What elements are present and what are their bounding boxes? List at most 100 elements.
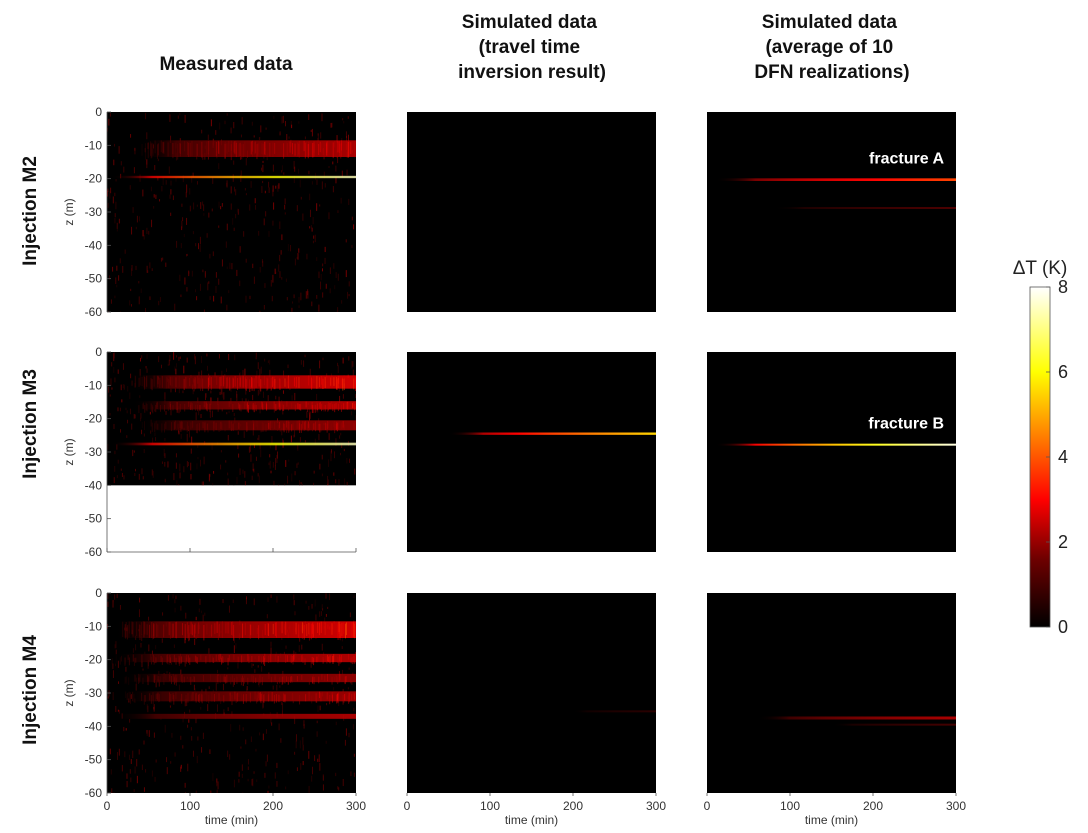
noise-speck [300, 292, 302, 301]
streak [215, 422, 217, 431]
streak [166, 655, 168, 664]
y-tick-label: -30 [85, 445, 103, 459]
streak [244, 141, 246, 157]
noise-speck [287, 311, 289, 312]
streak [289, 141, 291, 153]
streak [170, 694, 172, 703]
noise-speck [298, 248, 300, 253]
noise-speck [255, 456, 257, 461]
noise-speck [125, 728, 127, 731]
noise-speck [274, 465, 276, 470]
streak [145, 402, 147, 411]
streak [181, 656, 183, 664]
noise-speck [287, 243, 289, 252]
temperature-band [140, 420, 356, 431]
noise-speck [348, 294, 350, 297]
noise-speck [188, 429, 190, 438]
noise-speck [113, 352, 115, 359]
noise-speck [285, 786, 287, 790]
noise-speck [215, 130, 217, 135]
noise-speck [338, 787, 340, 791]
streak [161, 375, 163, 388]
streak [159, 405, 161, 412]
noise-speck [184, 699, 186, 707]
noise-speck [255, 352, 257, 357]
temperature-band [756, 716, 956, 720]
streak [221, 423, 223, 431]
streak [349, 692, 351, 700]
streak [154, 421, 156, 429]
noise-speck [149, 262, 151, 269]
streak [283, 423, 285, 433]
noise-speck [199, 459, 201, 467]
noise-speck [142, 476, 144, 480]
streak [120, 655, 122, 662]
streak [258, 677, 260, 686]
noise-speck [113, 159, 115, 166]
noise-speck [146, 368, 148, 373]
noise-speck [188, 270, 190, 277]
noise-speck [309, 412, 311, 421]
noise-speck [117, 459, 119, 464]
streak [256, 692, 258, 699]
noise-speck [300, 196, 302, 200]
streak [240, 141, 242, 156]
streak [170, 657, 172, 664]
panel-content [107, 593, 356, 793]
streak [319, 423, 321, 432]
noise-speck [345, 239, 347, 243]
noise-speck [180, 294, 182, 298]
streak [282, 693, 284, 702]
streak [253, 421, 255, 430]
noise-speck [258, 435, 260, 441]
streak [297, 376, 299, 388]
noise-speck [321, 454, 323, 460]
noise-speck [268, 462, 270, 466]
streak [240, 693, 242, 701]
noise-speck [147, 660, 149, 667]
streak [237, 378, 239, 391]
noise-speck [255, 357, 257, 360]
streak [218, 693, 220, 701]
streak [284, 421, 286, 429]
streak [197, 694, 199, 702]
streak [308, 691, 310, 701]
noise-speck [170, 212, 172, 216]
streak [242, 677, 244, 686]
x-tick-label: 100 [780, 799, 800, 813]
streak [193, 676, 195, 682]
noise-speck [186, 698, 188, 707]
noise-speck [151, 650, 153, 656]
noise-speck [152, 471, 154, 478]
streak [172, 623, 174, 638]
streak [124, 676, 126, 685]
streak [301, 654, 303, 660]
noise-speck [274, 268, 276, 275]
streak [138, 624, 140, 637]
noise-speck [194, 289, 196, 293]
noise-speck [273, 407, 275, 413]
noise-speck [244, 188, 246, 191]
streak [261, 656, 263, 664]
noise-speck [193, 202, 195, 210]
noise-speck [250, 736, 252, 743]
noise-speck [212, 482, 214, 486]
noise-speck [257, 362, 259, 370]
panel-content [107, 352, 356, 486]
noise-speck [134, 473, 136, 476]
streak [266, 402, 268, 410]
streak [313, 423, 315, 430]
streak [244, 377, 246, 388]
streak [312, 143, 314, 158]
streak [252, 404, 254, 411]
streak [289, 376, 291, 390]
panel-r2-c3: fracture B [707, 352, 956, 552]
streak [197, 423, 199, 434]
y-tick-label: -50 [85, 753, 103, 767]
noise-speck [274, 772, 276, 779]
noise-speck [181, 220, 183, 229]
streak [236, 692, 238, 702]
streak [343, 375, 345, 384]
noise-speck [175, 462, 177, 469]
noise-speck [291, 307, 293, 312]
